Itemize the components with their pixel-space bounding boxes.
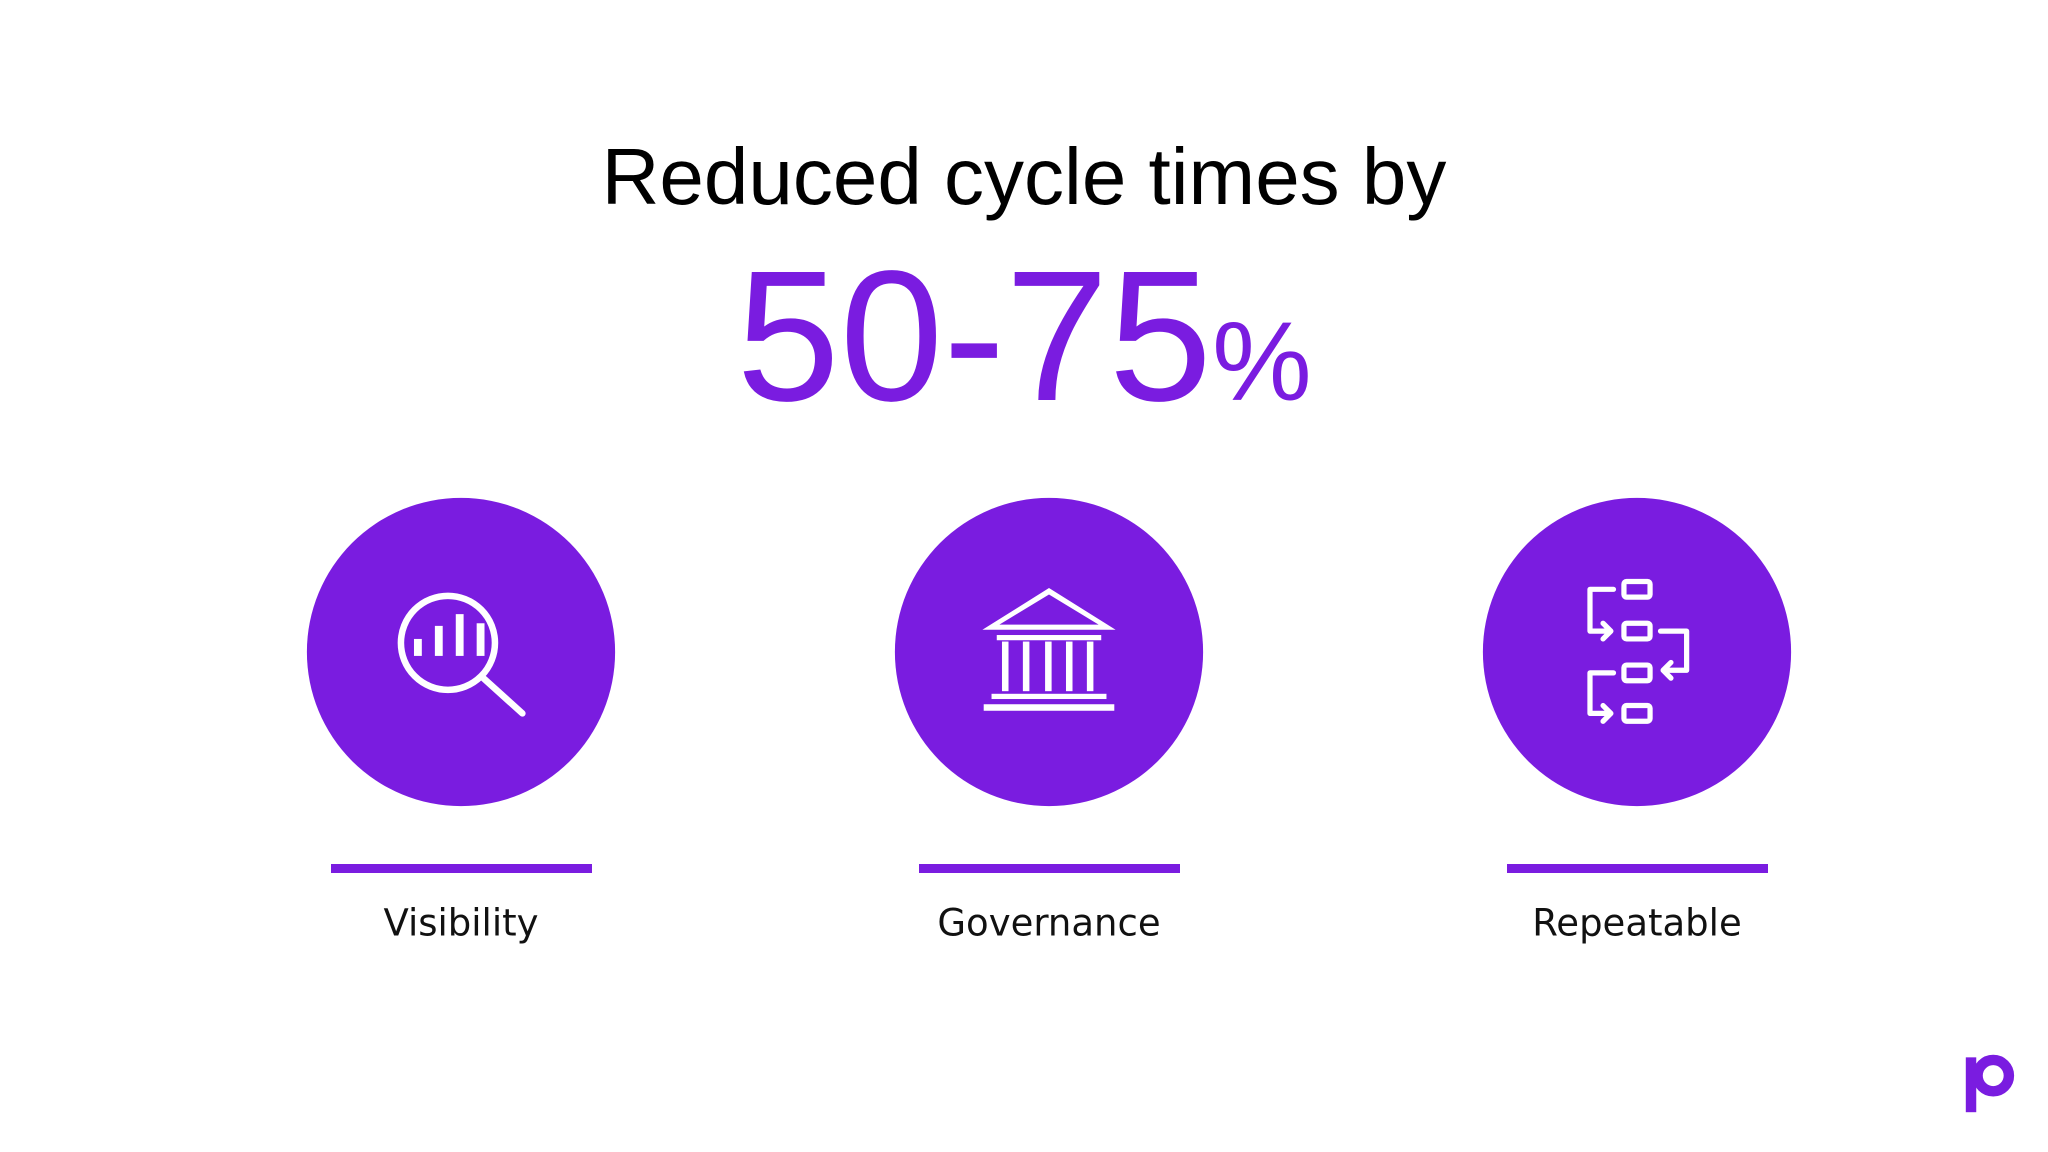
title: Reduced cycle times by — [602, 132, 1447, 221]
stat-value: 50-75 — [736, 233, 1212, 440]
divider — [1507, 864, 1768, 873]
governance-icon — [894, 497, 1204, 807]
item-label: Repeatable — [1532, 902, 1741, 945]
divider — [919, 864, 1180, 873]
repeatable-icon — [1482, 497, 1792, 807]
logo — [1965, 1054, 2015, 1113]
visibility-icon — [306, 497, 616, 807]
stat-unit: % — [1212, 299, 1312, 424]
item-label: Governance — [937, 902, 1160, 945]
stat-line: 50-75% — [736, 233, 1311, 440]
divider — [331, 864, 592, 873]
item-label: Visibility — [383, 902, 538, 945]
